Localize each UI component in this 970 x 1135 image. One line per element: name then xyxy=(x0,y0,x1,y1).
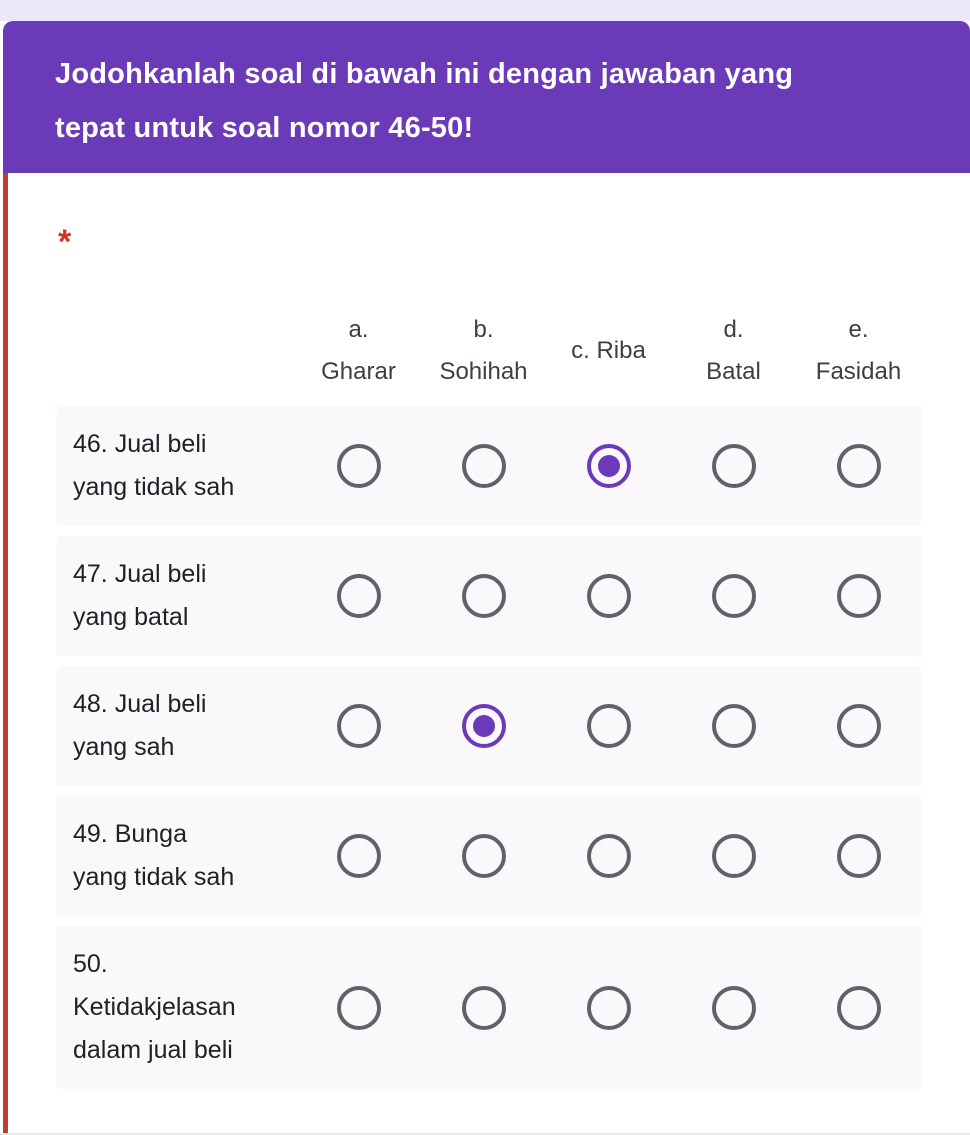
radio-row47-col-e[interactable] xyxy=(836,574,881,618)
radio-row46-col-d[interactable] xyxy=(711,444,756,488)
grid-header-empty-cell xyxy=(57,306,296,396)
radio-row50-col-d[interactable] xyxy=(711,985,756,1030)
radio-row46-col-a[interactable] xyxy=(336,444,381,488)
grid-row-49: 49. Bunga yang tidak sah xyxy=(57,796,921,916)
row-label-50: 50. Ketidakjelasan dalam jual beli xyxy=(73,950,236,1064)
radio-row46-col-e[interactable] xyxy=(836,444,881,488)
grid-row-50: 50. Ketidakjelasan dalam jual beli xyxy=(57,926,921,1089)
column-header-e-fasidah: e. Fasidah xyxy=(815,316,902,385)
grid-row-48: 48. Jual beli yang sah xyxy=(57,666,921,786)
section-title: Jodohkanlah soal di bawah ini dengan jaw… xyxy=(55,58,794,144)
radio-row49-col-d[interactable] xyxy=(711,834,756,878)
radio-row48-col-c[interactable] xyxy=(586,704,631,748)
radio-row47-col-d[interactable] xyxy=(711,574,756,618)
radio-row49-col-a[interactable] xyxy=(336,834,381,878)
row-label-48: 48. Jual beli yang sah xyxy=(73,690,207,761)
radio-row48-col-e[interactable] xyxy=(836,704,881,748)
question-section-header: Jodohkanlah soal di bawah ini dengan jaw… xyxy=(3,21,970,173)
radio-row47-col-c[interactable] xyxy=(586,574,631,618)
radio-row48-col-b[interactable] xyxy=(461,704,506,748)
radio-row50-col-b[interactable] xyxy=(461,985,506,1030)
radio-row50-col-e[interactable] xyxy=(836,985,881,1030)
next-card-divider xyxy=(0,1133,970,1135)
row-label-49: 49. Bunga yang tidak sah xyxy=(73,820,235,891)
required-asterisk: * xyxy=(58,223,72,261)
radio-row48-col-a[interactable] xyxy=(336,704,381,748)
radio-row46-col-c[interactable] xyxy=(586,444,631,488)
column-header-c-riba: c. Riba xyxy=(571,337,646,364)
grid-header-row: a. Gharar b. Sohihah c. Riba d. Batal e.… xyxy=(57,306,921,396)
column-header-b-sohihah: b. Sohihah xyxy=(439,316,528,385)
radio-row49-col-c[interactable] xyxy=(586,834,631,878)
row-label-46: 46. Jual beli yang tidak sah xyxy=(73,430,235,501)
grid-row-47: 47. Jual beli yang batal xyxy=(57,536,921,656)
grid-row-46: 46. Jual beli yang tidak sah xyxy=(57,406,921,526)
column-header-d-batal: d. Batal xyxy=(706,316,761,385)
multiple-choice-grid: a. Gharar b. Sohihah c. Riba d. Batal e.… xyxy=(57,296,921,1099)
column-header-a-gharar: a. Gharar xyxy=(321,316,396,385)
radio-row48-col-d[interactable] xyxy=(711,704,756,748)
radio-row47-col-a[interactable] xyxy=(336,574,381,618)
radio-row49-col-b[interactable] xyxy=(461,834,506,878)
radio-row49-col-e[interactable] xyxy=(836,834,881,878)
radio-row50-col-a[interactable] xyxy=(336,985,381,1030)
row-label-47: 47. Jual beli yang batal xyxy=(73,560,207,631)
question-card: * a. Gharar b. Sohihah c. Riba d. Batal … xyxy=(3,173,970,1135)
radio-row47-col-b[interactable] xyxy=(461,574,506,618)
page-background-strip xyxy=(0,0,970,21)
radio-row50-col-c[interactable] xyxy=(586,985,631,1030)
radio-row46-col-b[interactable] xyxy=(461,444,506,488)
